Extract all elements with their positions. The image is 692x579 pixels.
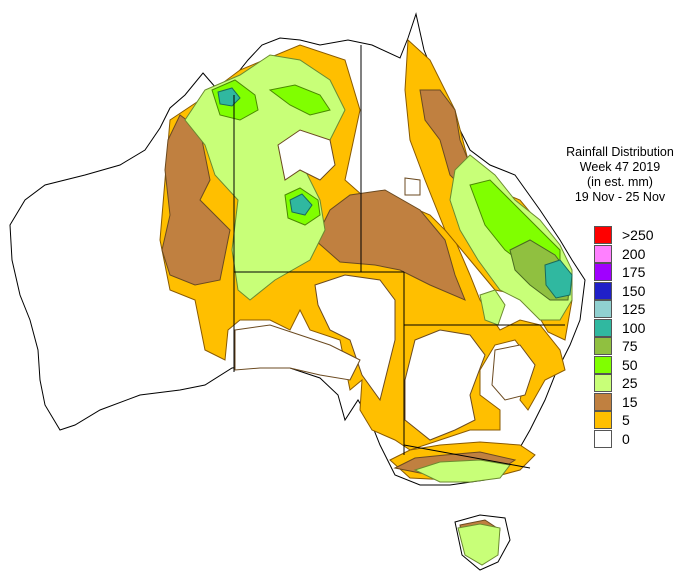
legend-label: 25 (622, 375, 638, 391)
legend-label: 75 (622, 338, 638, 354)
legend-swatch (594, 392, 612, 411)
legend-swatch (594, 281, 612, 300)
legend-swatch (594, 411, 612, 429)
zone-0mm (234, 129, 536, 441)
legend-label: 15 (622, 393, 638, 410)
legend-label: 150 (622, 282, 646, 299)
legend-label: 200 (622, 245, 646, 262)
title-line-2: Week 47 2019 (579, 160, 661, 174)
legend-label: 0 (622, 430, 630, 447)
legend-swatch (594, 318, 612, 337)
legend-swatch (594, 374, 612, 392)
title-line-1: Rainfall Distribution (566, 145, 674, 159)
state-borders (233, 45, 565, 469)
legend-label: 125 (622, 301, 646, 317)
legend-label: 50 (622, 356, 638, 373)
legend-swatch (594, 355, 612, 374)
legend-label: >250 (622, 227, 654, 243)
legend-swatch (594, 263, 612, 281)
legend-label: 5 (622, 412, 630, 428)
legend-swatch (594, 226, 612, 244)
legend-swatch (594, 429, 612, 448)
title-line-3: (in est. mm) (587, 175, 653, 189)
title-line-4: 19 Nov - 25 Nov (574, 190, 666, 204)
legend-swatch (594, 244, 612, 263)
legend-label: 175 (622, 264, 646, 280)
legend-swatch (594, 300, 612, 318)
legend-swatch (594, 337, 612, 355)
legend-label: 100 (622, 319, 646, 336)
